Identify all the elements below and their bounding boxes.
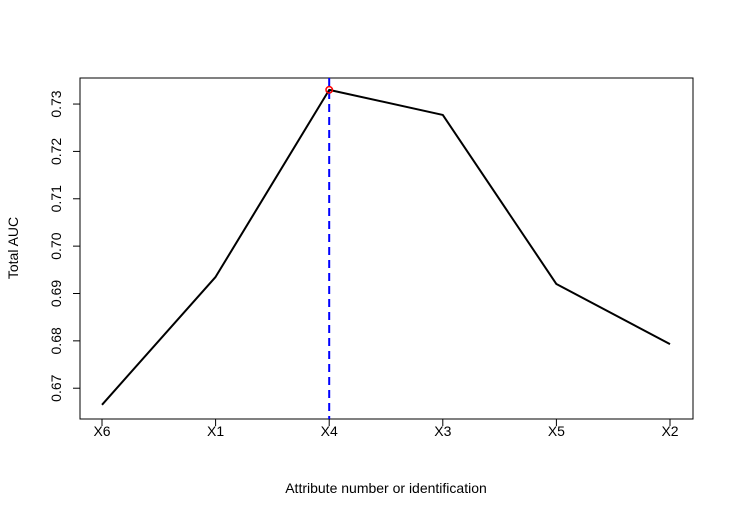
series-layer: [101, 78, 671, 419]
x-tick-label: X1: [207, 423, 224, 439]
y-tick-label: 0.72: [48, 138, 64, 165]
x-axis: X6 X1 X4 X3 X5 X2: [93, 419, 679, 439]
x-tick-label: X4: [321, 423, 338, 439]
y-tick-label: 0.70: [48, 232, 64, 259]
y-tick-label: 0.73: [48, 90, 64, 117]
x-tick-label: X5: [548, 423, 565, 439]
x-tick-label: X2: [661, 423, 678, 439]
y-axis-title: Total AUC: [5, 217, 21, 279]
y-axis: 0.67 0.68 0.69 0.70 0.71 0.72 0.73: [48, 90, 80, 402]
y-tick-label: 0.68: [48, 327, 64, 354]
x-axis-title: Attribute number or identification: [285, 480, 487, 496]
y-tick-label: 0.71: [48, 185, 64, 212]
max-point-marker: [325, 85, 334, 94]
series-line-total-auc: [101, 88, 671, 406]
y-tick-label: 0.67: [48, 374, 64, 401]
plot-frame: [79, 77, 694, 420]
y-tick-label: 0.69: [48, 280, 64, 307]
x-tick-label: X3: [434, 423, 451, 439]
x-tick-label: X6: [93, 423, 110, 439]
